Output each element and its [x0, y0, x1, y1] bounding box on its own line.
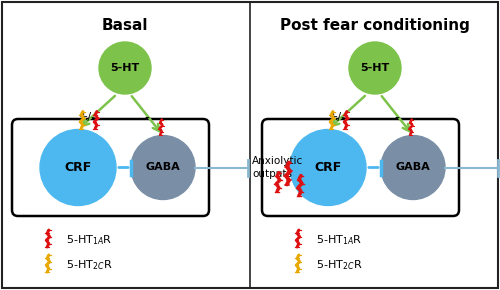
Text: 5-HT: 5-HT [110, 63, 140, 73]
Text: Anxiolytic
outputs: Anxiolytic outputs [252, 155, 303, 179]
Text: +/-: +/- [78, 112, 96, 122]
Text: -: - [394, 112, 400, 126]
Text: 5-HT$_{1A}$R: 5-HT$_{1A}$R [66, 233, 112, 247]
FancyBboxPatch shape [12, 119, 209, 216]
Circle shape [290, 130, 366, 206]
Circle shape [40, 130, 116, 206]
Text: CRF: CRF [64, 161, 92, 174]
Text: 5-HT: 5-HT [360, 63, 390, 73]
Text: 5-HT$_{1A}$R: 5-HT$_{1A}$R [316, 233, 362, 247]
FancyBboxPatch shape [2, 2, 498, 288]
Circle shape [349, 42, 401, 94]
Text: Post fear conditioning: Post fear conditioning [280, 18, 470, 33]
Text: 5-HT$_{2C}$R: 5-HT$_{2C}$R [316, 258, 362, 272]
Text: GABA: GABA [396, 162, 430, 173]
Text: -: - [144, 112, 150, 126]
Text: +/-: +/- [328, 112, 345, 122]
Text: CRF: CRF [314, 161, 342, 174]
Text: GABA: GABA [146, 162, 180, 173]
FancyBboxPatch shape [262, 119, 459, 216]
Circle shape [131, 135, 195, 200]
Circle shape [381, 135, 445, 200]
Text: 5-HT$_{2C}$R: 5-HT$_{2C}$R [66, 258, 112, 272]
Circle shape [99, 42, 151, 94]
Text: Basal: Basal [102, 18, 148, 33]
